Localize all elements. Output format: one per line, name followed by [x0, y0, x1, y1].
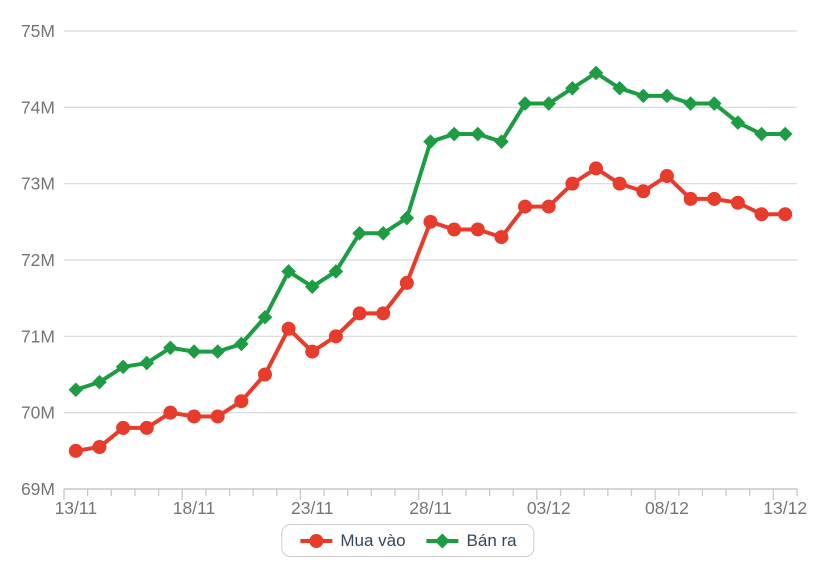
data-point-mua-vao-01/12[interactable]: [494, 230, 509, 245]
data-point-ban-ra-06/12[interactable]: [612, 80, 627, 96]
data-point-ban-ra-14/11[interactable]: [92, 374, 107, 390]
data-point-ban-ra-23/11[interactable]: [304, 279, 320, 295]
data-point-ban-ra-11/12[interactable]: [730, 115, 746, 130]
data-point-ban-ra-27/11[interactable]: [399, 210, 415, 226]
data-point-mua-vao-06/12[interactable]: [612, 176, 627, 191]
data-point-mua-vao-14/11[interactable]: [92, 440, 107, 455]
data-point-ban-ra-20/11[interactable]: [234, 336, 249, 352]
data-point-mua-vao-19/11[interactable]: [210, 409, 225, 424]
data-point-mua-vao-18/11[interactable]: [187, 409, 202, 424]
data-point-mua-vao-02/12[interactable]: [518, 199, 533, 214]
data-point-ban-ra-16/11[interactable]: [139, 355, 155, 371]
data-point-mua-vao-11/12[interactable]: [730, 195, 745, 210]
x-axis-label: 13/12: [763, 498, 807, 518]
y-axis-label: 72M: [21, 250, 55, 270]
data-point-ban-ra-02/12[interactable]: [517, 96, 533, 111]
data-point-mua-vao-12/12[interactable]: [754, 207, 769, 222]
y-axis-label: 74M: [21, 97, 55, 117]
data-point-mua-vao-09/12[interactable]: [683, 191, 698, 206]
data-point-ban-ra-28/11[interactable]: [423, 134, 438, 149]
x-axis-label: 03/12: [527, 498, 571, 518]
legend-label-ban-ra: Bán ra: [466, 531, 517, 550]
data-point-mua-vao-27/11[interactable]: [399, 275, 414, 290]
data-point-mua-vao-25/11[interactable]: [352, 306, 367, 321]
y-axis-label: 69M: [21, 479, 55, 499]
series-line-ban-ra: [73, 70, 788, 392]
data-point-mua-vao-15/11[interactable]: [116, 420, 131, 435]
y-axis-label: 75M: [21, 21, 55, 41]
data-point-mua-vao-04/12[interactable]: [565, 176, 580, 191]
data-point-mua-vao-03/12[interactable]: [541, 199, 556, 214]
data-point-mua-vao-17/11[interactable]: [163, 405, 178, 420]
legend: Mua vào Bán ra: [281, 524, 535, 557]
data-point-mua-vao-13/11[interactable]: [68, 443, 83, 458]
y-axis-label: 73M: [21, 174, 55, 194]
data-point-mua-vao-05/12[interactable]: [589, 161, 604, 176]
y-axis-label: 71M: [21, 326, 55, 346]
data-point-ban-ra-26/11[interactable]: [375, 225, 391, 241]
data-point-mua-vao-08/12[interactable]: [659, 169, 674, 184]
data-point-mua-vao-30/11[interactable]: [470, 222, 485, 237]
data-point-mua-vao-10/12[interactable]: [707, 191, 722, 206]
data-point-ban-ra-21/11[interactable]: [257, 309, 273, 325]
data-point-mua-vao-24/11[interactable]: [328, 329, 343, 344]
data-point-ban-ra-13/12[interactable]: [777, 126, 793, 142]
legend-item-ban-ra[interactable]: Bán ra: [426, 532, 517, 549]
data-point-ban-ra-25/11[interactable]: [352, 225, 367, 241]
data-point-ban-ra-01/12[interactable]: [494, 134, 509, 149]
data-point-ban-ra-24/11[interactable]: [328, 264, 344, 279]
data-point-ban-ra-13/11[interactable]: [68, 382, 84, 398]
data-point-ban-ra-15/11[interactable]: [115, 359, 131, 375]
data-point-ban-ra-08/12[interactable]: [659, 88, 675, 104]
data-point-mua-vao-28/11[interactable]: [423, 214, 438, 229]
mua-vao-series-icon: [299, 533, 333, 549]
data-point-ban-ra-19/11[interactable]: [210, 344, 225, 359]
data-point-mua-vao-20/11[interactable]: [234, 394, 249, 409]
data-point-mua-vao-21/11[interactable]: [257, 367, 272, 382]
data-point-ban-ra-22/11[interactable]: [281, 264, 296, 279]
x-axis-label: 08/12: [645, 498, 689, 518]
data-point-ban-ra-10/12[interactable]: [706, 96, 722, 111]
data-point-ban-ra-12/12[interactable]: [754, 126, 769, 142]
legend-item-mua-vao[interactable]: Mua vào: [299, 531, 406, 550]
data-point-ban-ra-17/11[interactable]: [163, 340, 178, 356]
x-axis-label: 13/11: [55, 498, 98, 518]
series-line-mua-vao: [73, 166, 788, 453]
data-point-ban-ra-05/12[interactable]: [588, 65, 604, 81]
data-point-ban-ra-29/11[interactable]: [446, 126, 462, 142]
data-point-mua-vao-29/11[interactable]: [447, 222, 462, 237]
x-axis-label: 18/11: [173, 498, 216, 518]
data-point-mua-vao-26/11[interactable]: [376, 306, 391, 321]
ban-ra-series-icon: [426, 533, 460, 549]
data-point-ban-ra-07/12[interactable]: [636, 88, 651, 104]
data-point-ban-ra-04/12[interactable]: [565, 80, 580, 96]
data-point-mua-vao-07/12[interactable]: [636, 184, 651, 199]
data-point-mua-vao-22/11[interactable]: [281, 321, 296, 336]
data-point-mua-vao-23/11[interactable]: [305, 344, 320, 359]
data-point-ban-ra-03/12[interactable]: [541, 96, 557, 111]
x-axis-label: 28/11: [409, 498, 452, 518]
data-point-ban-ra-18/11[interactable]: [186, 344, 202, 359]
y-axis-label: 70M: [21, 403, 55, 423]
data-point-ban-ra-09/12[interactable]: [683, 96, 698, 111]
x-axis-label: 23/11: [291, 498, 334, 518]
data-point-mua-vao-16/11[interactable]: [139, 420, 154, 435]
legend-label-mua-vao: Mua vào: [340, 531, 406, 550]
data-point-mua-vao-13/12[interactable]: [778, 207, 793, 222]
data-point-ban-ra-30/11[interactable]: [470, 126, 486, 142]
